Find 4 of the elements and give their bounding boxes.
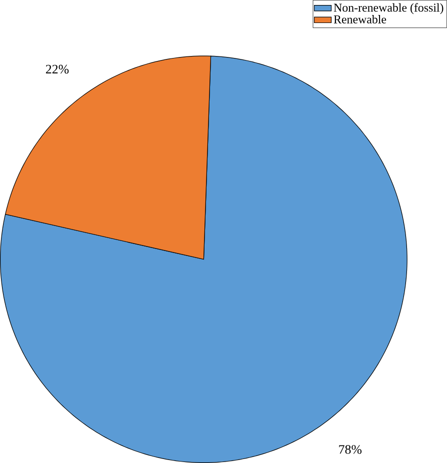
slice-label: Non-renewable (fossil) (334, 3, 444, 14)
data-label: 78% (339, 445, 362, 454)
data-label: 22% (46, 64, 69, 74)
legend-label: Renewable (334, 15, 386, 24)
